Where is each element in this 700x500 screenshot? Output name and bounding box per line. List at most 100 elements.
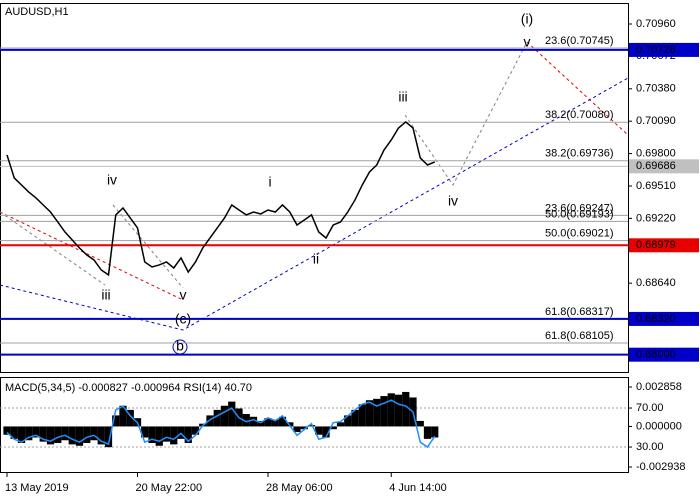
macd-bar [416, 420, 424, 427]
macd-bar [329, 426, 337, 430]
macd-bar [278, 416, 287, 427]
macd-bar [242, 414, 250, 427]
wave-label: v [180, 287, 187, 303]
y-tick-label: 0.002858 [636, 381, 682, 393]
macd-bar [90, 426, 98, 441]
wave-label: v [524, 34, 531, 50]
wave-label: b [176, 338, 184, 354]
price-line [6, 120, 436, 277]
y-tick-label: 0.70090 [636, 115, 676, 127]
macd-bar [431, 426, 439, 438]
macd-bar [141, 426, 149, 438]
macd-bar [220, 405, 229, 427]
y-tick-label: 0.69800 [636, 147, 676, 159]
macd-bar [228, 401, 236, 427]
wave-label: (i) [521, 11, 533, 27]
level-box [629, 238, 699, 253]
level-box [629, 347, 699, 362]
macd-bar [373, 398, 381, 427]
macd-bar [119, 405, 127, 427]
macd-bar [61, 426, 69, 441]
wave-label: iv [448, 193, 458, 209]
macd-bar [191, 426, 200, 435]
level-label: 0.70728 [636, 44, 676, 56]
macd-bar [10, 426, 18, 439]
macd-bar [358, 404, 366, 427]
macd-bar [387, 393, 395, 427]
macd-bar [380, 396, 388, 427]
y-tick-label: 0.000000 [636, 420, 682, 432]
macd-bar [184, 426, 192, 444]
macd-bar [3, 426, 11, 435]
level-label: 0.68320 [636, 313, 676, 325]
macd-bar [83, 426, 91, 444]
macd-bar [249, 416, 258, 427]
fib-label: 50.0(0.69193) [545, 208, 614, 220]
x-tick-label: 28 May 06:00 [266, 482, 333, 494]
macd-bar [351, 409, 359, 427]
level-box [629, 159, 699, 174]
macd-bar [97, 426, 105, 445]
wave-label: i [268, 174, 271, 190]
macd-bar [112, 415, 120, 427]
macd-bar [423, 426, 432, 439]
macd-bar [155, 426, 163, 446]
macd-bar [126, 409, 134, 427]
macd-bar [213, 409, 221, 427]
fib-label: 61.8(0.68105) [545, 330, 614, 342]
rsi-line [6, 399, 436, 449]
macd-bar [344, 415, 352, 427]
fib-label: 23.6(0.69247) [545, 202, 614, 214]
macd-bar [54, 426, 62, 444]
macd-bar [32, 426, 40, 438]
y-tick-label: 0.70960 [636, 18, 676, 30]
wave-line [404, 41, 528, 186]
wave-line [0, 211, 184, 301]
fib-label: 23.6(0.70745) [545, 35, 614, 47]
macd-bar [322, 426, 330, 438]
wave-label: iv [107, 172, 117, 188]
macd-bar [293, 426, 301, 432]
wave-label: iii [398, 89, 407, 105]
y-tick-label: 0.70380 [636, 83, 676, 95]
macd-bar [68, 426, 76, 445]
macd-bar [104, 426, 113, 448]
wave-label: (c) [175, 311, 191, 327]
wave-line [112, 204, 184, 289]
main-pane [0, 3, 629, 373]
level-label: 0.69686 [636, 160, 676, 172]
y-tick-label: 0.69510 [636, 180, 676, 192]
macd-bar [75, 426, 84, 446]
macd-bar [394, 394, 403, 427]
x-tick-label: 20 May 22:00 [136, 482, 203, 494]
wave-label: ii [313, 251, 319, 267]
x-tick-label: 4 Jun 14:00 [389, 482, 447, 494]
x-tick-label: 13 May 2019 [5, 482, 69, 494]
macd-bar [162, 426, 171, 442]
level-label: 0.68979 [636, 239, 676, 251]
macd-bar [46, 426, 55, 445]
wave-line [526, 41, 629, 136]
fib-label: 38.2(0.70080) [545, 109, 614, 121]
fib-label: 61.8(0.68317) [545, 306, 614, 318]
macd-bar [307, 425, 316, 427]
trend-line [0, 77, 629, 331]
macd-bar [336, 422, 345, 427]
y-tick-label: 70.00 [636, 402, 664, 414]
y-tick-label: 0.68640 [636, 277, 676, 289]
indicator-pane [0, 377, 629, 473]
macd-bar [170, 426, 178, 445]
y-tick-label: -0.002938 [636, 461, 686, 473]
macd-bar [148, 426, 156, 444]
macd-bar [300, 426, 308, 430]
wave-label: iii [101, 287, 110, 303]
macd-bar [271, 419, 279, 427]
fib-label: 50.0(0.69021) [545, 228, 614, 240]
macd-bar [264, 418, 272, 427]
macd-bar [365, 400, 374, 427]
macd-bar [25, 426, 33, 441]
macd-bar [206, 415, 214, 427]
level-label: 0.68000 [636, 349, 676, 361]
